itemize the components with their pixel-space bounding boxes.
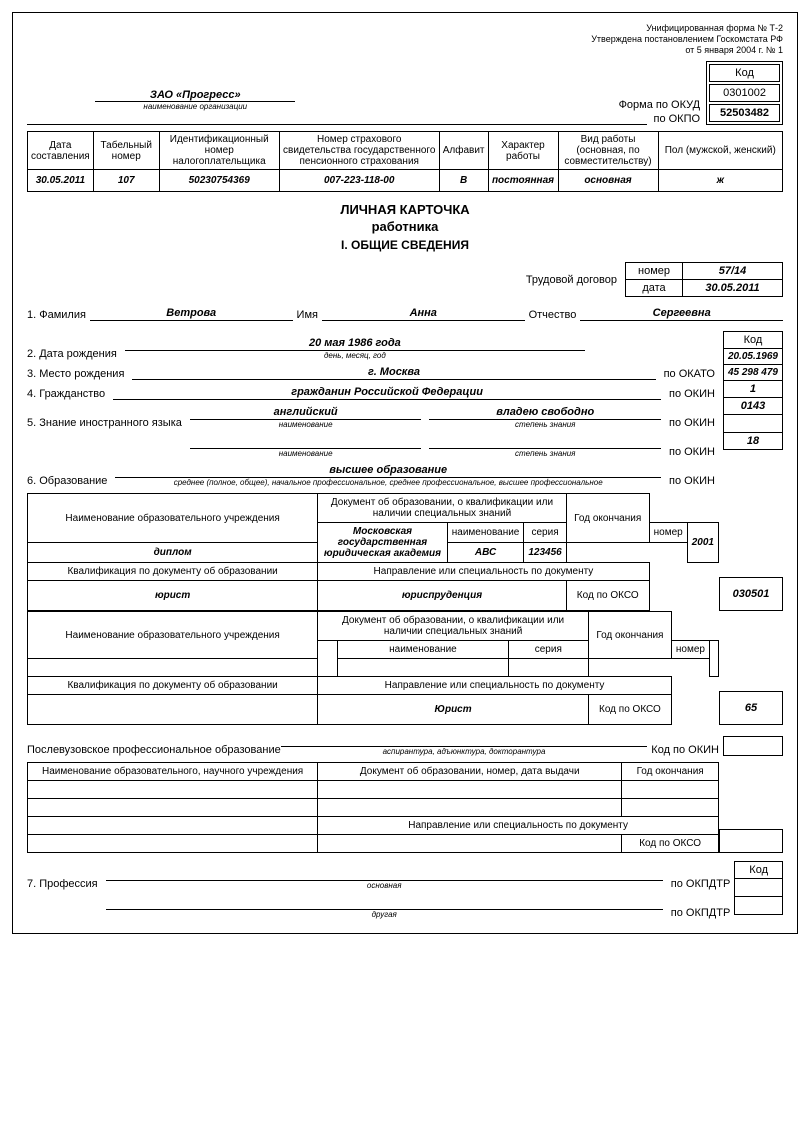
postgrad-code [723, 736, 783, 756]
edu-table-1: Наименование образовательного учреждения… [27, 493, 719, 611]
name-row: 1. Фамилия Ветрова Имя Анна Отчество Сер… [27, 307, 783, 321]
kod-table: Код 0301002 52503482 [706, 61, 783, 125]
okso-code-3 [719, 829, 783, 853]
main-header-table: Дата составления Табельный номер Идентиф… [27, 131, 783, 192]
okso-code-2: 65 [719, 691, 783, 725]
org-name: ЗАО «Прогресс» [95, 89, 295, 102]
okpo-label: по ОКПО [647, 113, 706, 125]
contract-table: номер57/14 дата30.05.2011 [625, 262, 783, 297]
edu-table-2: Наименование образовательного учреждения… [27, 611, 719, 725]
contract-label: Трудовой договор [526, 274, 617, 286]
code-column: Код 20.05.1969 45 298 479 1 0143 18 [723, 331, 783, 450]
edu-table-3: Наименование образовательного, научного … [27, 762, 719, 853]
prof-code-column: Код [734, 861, 783, 915]
header-notes: Унифицированная форма № Т-2 Утверждена п… [27, 23, 783, 55]
section-title: I. ОБЩИЕ СВЕДЕНИЯ [27, 238, 783, 252]
doc-title: ЛИЧНАЯ КАРТОЧКАработника [27, 202, 783, 236]
okud-label: Форма по ОКУД [619, 99, 701, 111]
okso-code-1: 030501 [719, 577, 783, 611]
